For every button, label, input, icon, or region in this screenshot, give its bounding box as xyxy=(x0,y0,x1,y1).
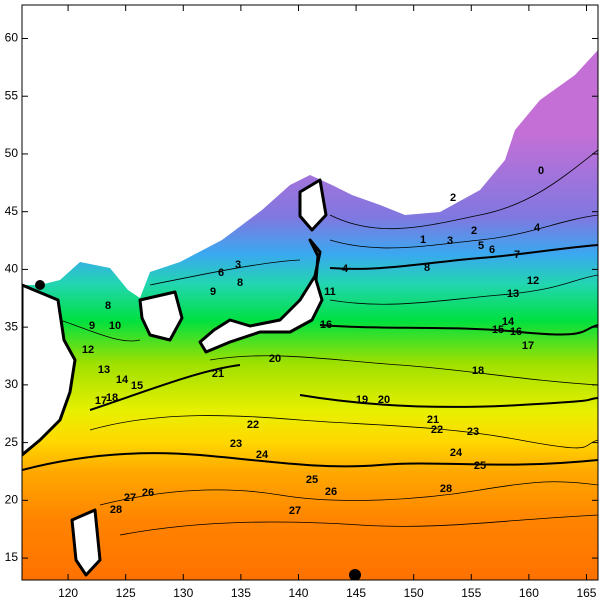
contour-label: 20 xyxy=(269,353,281,365)
contour-label: 18 xyxy=(472,365,484,377)
contour-label: 25 xyxy=(474,460,486,472)
contour-label: 9 xyxy=(210,286,216,298)
contour-label: 9 xyxy=(89,320,95,332)
contour-label: 8 xyxy=(105,300,111,312)
contour-label: 11 xyxy=(324,286,336,298)
y-tick-label: 50 xyxy=(5,146,19,160)
contour-label: 4 xyxy=(534,222,541,234)
hokkaido xyxy=(298,178,328,232)
island xyxy=(349,569,361,580)
contour-label: 26 xyxy=(325,486,337,498)
contour-label: 8 xyxy=(237,277,243,289)
contour-label: 28 xyxy=(110,504,122,516)
x-tick-label: 135 xyxy=(231,586,251,600)
island xyxy=(35,280,45,290)
isotherm xyxy=(22,452,598,471)
y-tick-label: 60 xyxy=(5,31,19,45)
x-tick-label: 120 xyxy=(58,586,78,600)
contour-label: 16 xyxy=(320,319,332,331)
contour-label: 14 xyxy=(116,374,129,386)
contour-label: 25 xyxy=(306,474,318,486)
x-tick-label: 140 xyxy=(288,586,308,600)
no-data-region xyxy=(22,5,598,298)
contour-label: 2 xyxy=(471,225,477,237)
y-tick-label: 20 xyxy=(5,493,19,507)
isotherm xyxy=(329,149,598,230)
contour-label: 1 xyxy=(420,234,426,246)
contour-label: 15 xyxy=(131,380,143,392)
contour-label: 3 xyxy=(235,259,241,271)
contour-label: 12 xyxy=(527,275,539,287)
contour-label: 24 xyxy=(256,449,269,461)
contour-label: 8 xyxy=(424,262,430,274)
taiwan xyxy=(70,508,102,577)
isotherm xyxy=(329,214,598,249)
japan-honshu xyxy=(198,238,324,354)
isotherm xyxy=(89,364,598,411)
y-tick-label: 45 xyxy=(5,204,19,218)
contour-label: 19 xyxy=(356,394,368,406)
isotherm xyxy=(329,274,598,305)
contour-label: 6 xyxy=(489,244,495,256)
x-tick-label: 165 xyxy=(576,586,596,600)
x-tick-label: 150 xyxy=(404,586,424,600)
map-area xyxy=(22,5,598,580)
contour-label: 20 xyxy=(378,394,390,406)
isotherm xyxy=(329,244,598,270)
contour-label: 27 xyxy=(289,505,301,517)
contour-label: 23 xyxy=(230,438,242,450)
contour-label: 16 xyxy=(510,326,522,338)
contour-label: 22 xyxy=(431,424,443,436)
contour-label: 26 xyxy=(142,487,154,499)
frame xyxy=(21,4,599,581)
contour-label: 2 xyxy=(450,192,456,204)
contour-label: 22 xyxy=(247,419,259,431)
contour-label: 0 xyxy=(538,165,544,177)
contour-label: 17 xyxy=(522,340,534,352)
contour-label: 10 xyxy=(109,320,121,332)
korea xyxy=(138,290,184,342)
contour-label: 14 xyxy=(502,316,515,328)
isotherm xyxy=(149,259,301,286)
x-tick-label: 145 xyxy=(346,586,366,600)
contour-label: 15 xyxy=(492,324,504,336)
contour-label: 12 xyxy=(82,344,94,356)
china-coast xyxy=(22,283,77,457)
isotherm xyxy=(89,415,598,449)
contour-label: 4 xyxy=(342,263,349,275)
contour-label: 13 xyxy=(507,288,519,300)
y-tick-label: 15 xyxy=(5,550,19,564)
y-tick-label: 30 xyxy=(5,377,19,391)
x-tick-label: 130 xyxy=(173,586,193,600)
contour-label: 5 xyxy=(478,240,484,252)
contour-label: 24 xyxy=(450,447,463,459)
contour-label: 21 xyxy=(427,414,439,426)
contour-label: 13 xyxy=(98,364,110,376)
contour-label: 23 xyxy=(467,426,479,438)
contour-label: 27 xyxy=(124,492,136,504)
y-tick-label: 55 xyxy=(5,88,19,102)
x-tick-label: 160 xyxy=(519,586,539,600)
y-tick-label: 25 xyxy=(5,435,19,449)
isotherm xyxy=(209,355,598,386)
contour-label: 6 xyxy=(218,267,224,279)
isotherm xyxy=(59,319,141,342)
overlay: 120 125 130 135 140 145 150 155 160 1651520253035… xyxy=(5,5,598,600)
isotherm xyxy=(99,481,598,506)
contour-label: 3 xyxy=(447,235,453,247)
contour-label: 17 xyxy=(95,395,107,407)
x-tick-label: 125 xyxy=(116,586,136,600)
contour-label: 21 xyxy=(212,368,224,380)
x-tick-label: 155 xyxy=(461,586,481,600)
y-tick-label: 35 xyxy=(5,319,19,333)
y-tick-label: 40 xyxy=(5,262,19,276)
contour-label: 28 xyxy=(440,483,452,495)
isotherm xyxy=(319,324,598,336)
contour-label: 7 xyxy=(514,249,520,261)
isotherm xyxy=(119,514,598,536)
contour-label: 18 xyxy=(106,392,118,404)
